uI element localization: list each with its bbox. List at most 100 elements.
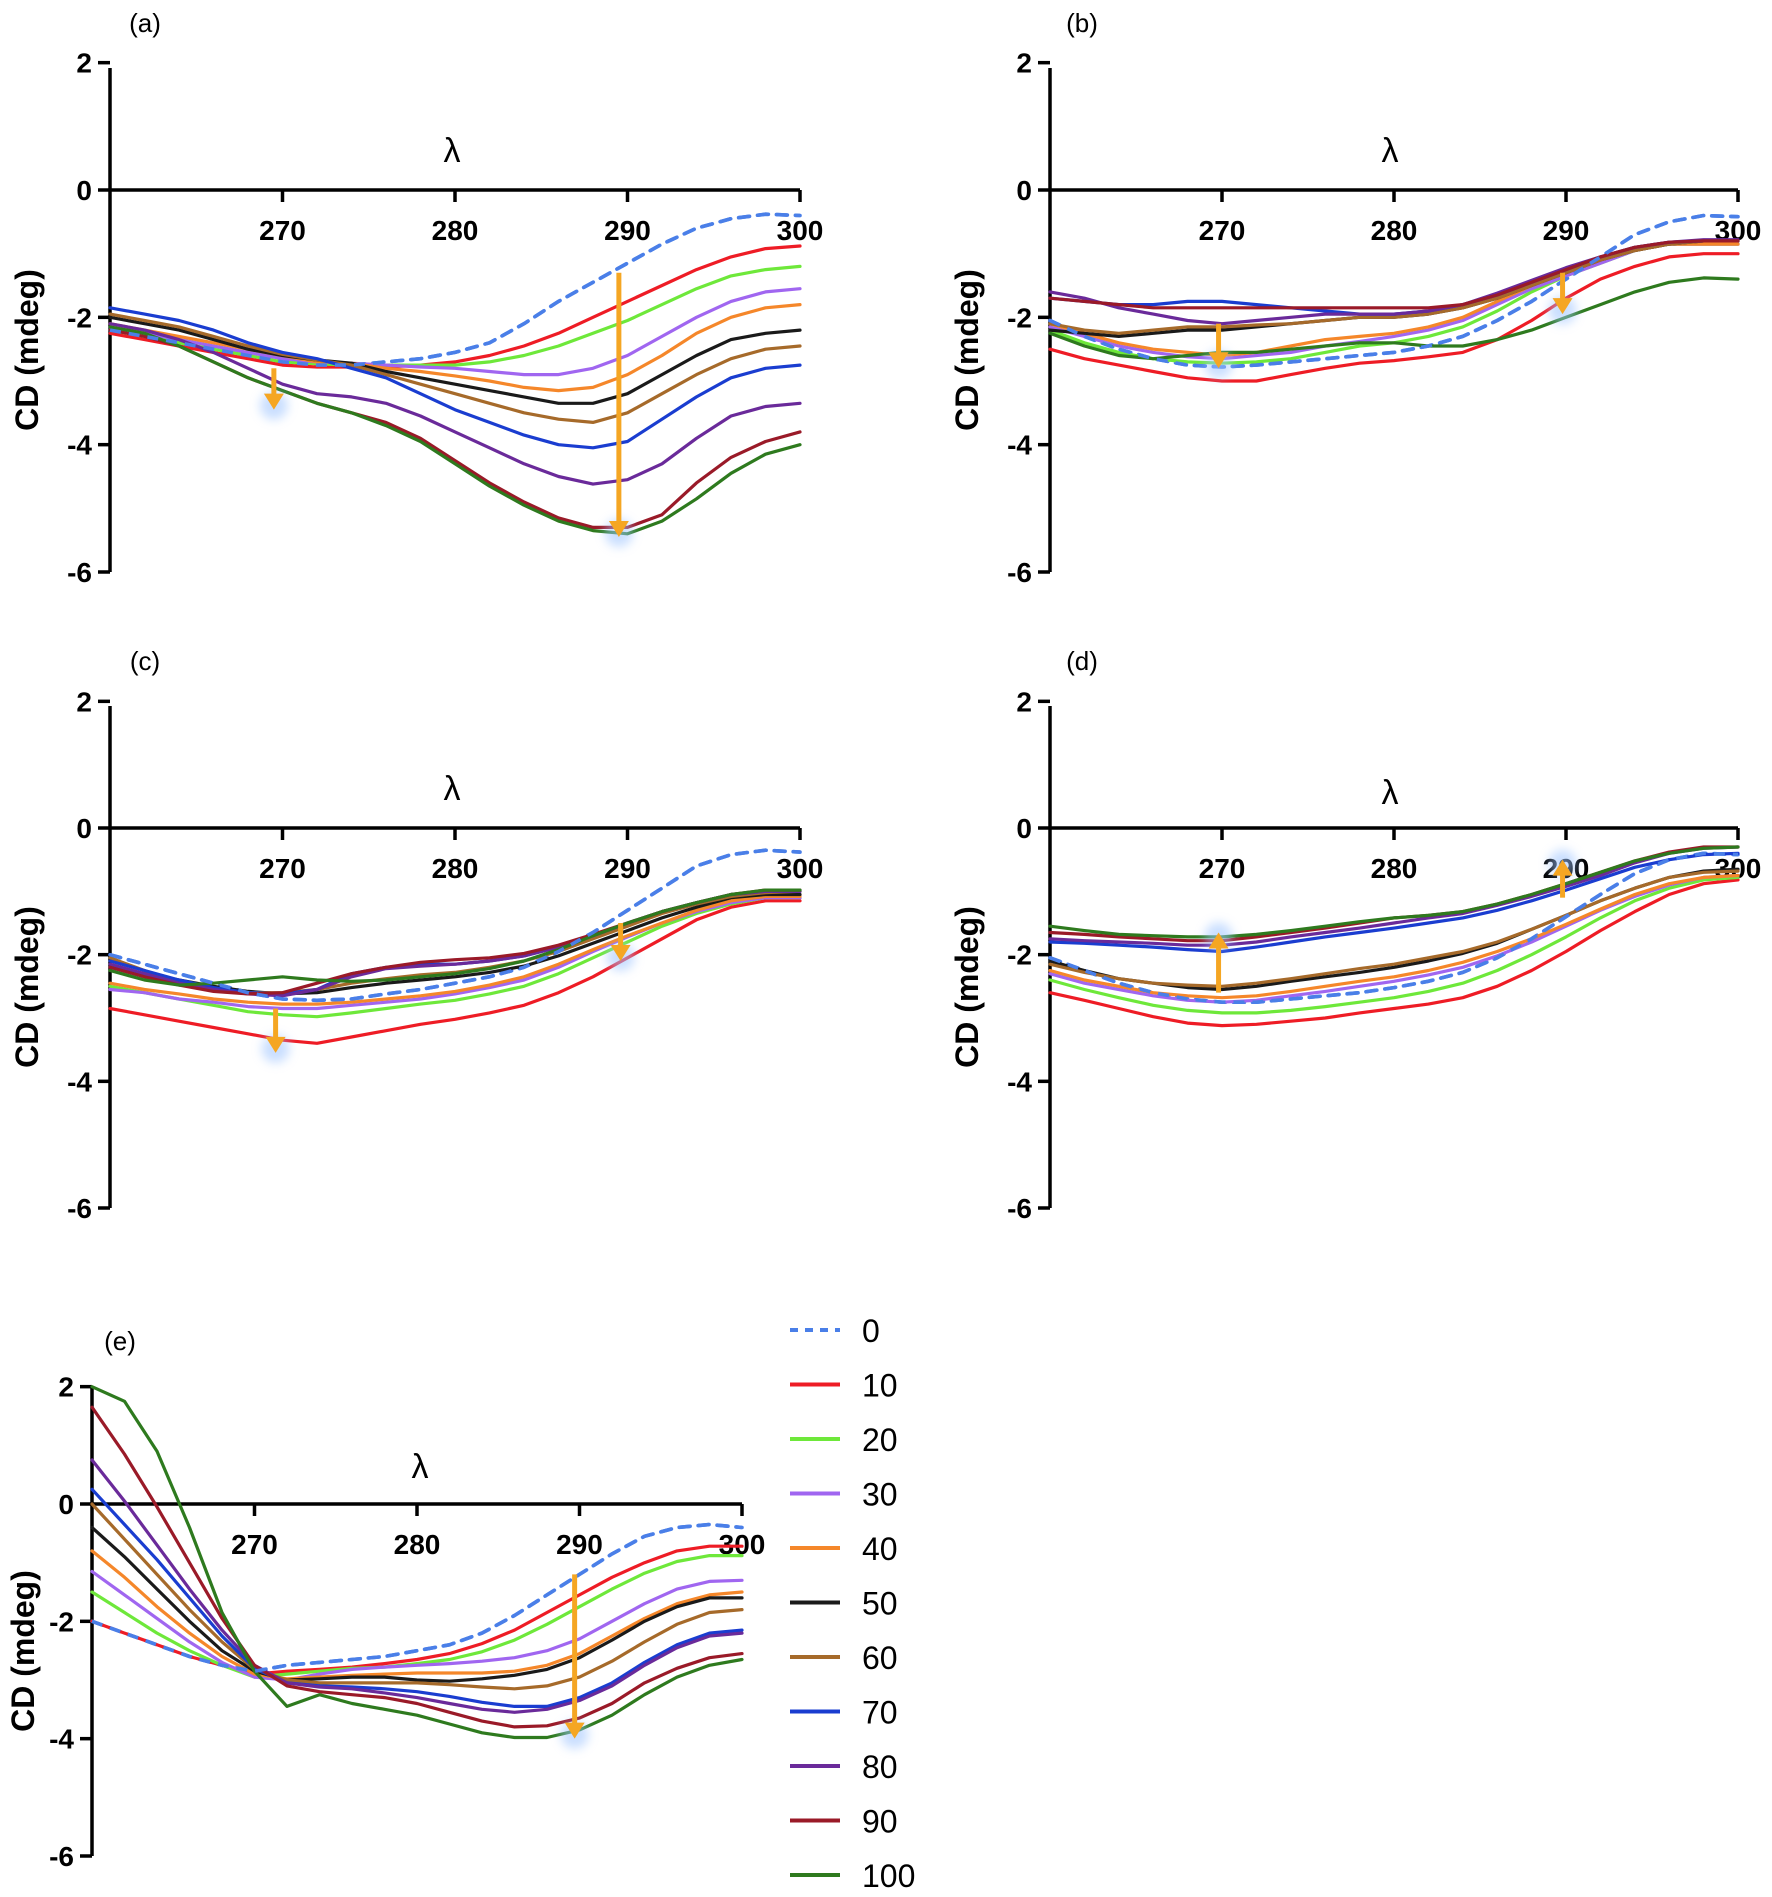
y-tick-label: 0: [1016, 813, 1032, 844]
legend-label-10: 10: [862, 1368, 898, 1404]
trend-arrow-icon: [560, 1574, 589, 1749]
series-line-50: [90, 1525, 744, 1683]
x-tick-label: 280: [394, 1529, 441, 1560]
y-tick-label: -2: [67, 940, 92, 971]
trend-arrow-icon: [606, 923, 635, 971]
series-line-100: [90, 1385, 744, 1740]
y-tick-label: 2: [76, 48, 92, 79]
y-tick-label: -6: [67, 1193, 92, 1224]
x-tick-label: 290: [556, 1529, 603, 1560]
legend-label-20: 20: [862, 1422, 898, 1458]
y-axis-label: CD (mdeg): [9, 906, 45, 1068]
series-line-100: [1048, 845, 1740, 939]
x-tick-label: 280: [432, 853, 479, 884]
trend-arrow-icon: [261, 1008, 290, 1063]
y-tick-label: -6: [67, 557, 92, 588]
series-line-30: [108, 287, 802, 377]
series-line-100: [1048, 276, 1740, 361]
x-tick-label: 270: [231, 1529, 278, 1560]
y-axis-label: CD (mdeg): [9, 269, 45, 431]
series-line-60: [1048, 869, 1740, 988]
legend-label-60: 60: [862, 1640, 898, 1676]
legend-label-100: 100: [862, 1858, 915, 1894]
x-tick-label: 270: [1199, 853, 1246, 884]
series-line-10: [1048, 252, 1740, 383]
series-line-40: [90, 1549, 744, 1681]
trend-arrow-icon: [259, 368, 288, 420]
y-tick-label: -6: [1007, 1193, 1032, 1224]
series-line-40: [108, 303, 802, 393]
series-line-10: [108, 899, 802, 1045]
x-tick-label: 270: [259, 215, 306, 246]
x-tick-label: 280: [432, 215, 479, 246]
series-line-0-overlay: [109, 212, 801, 367]
trend-arrow-icon: [604, 272, 633, 547]
x-axis-label: λ: [1382, 132, 1399, 170]
legend-label-0: 0: [862, 1313, 880, 1349]
series-line-70: [90, 1487, 744, 1709]
x-tick-label: 290: [604, 853, 651, 884]
legend-label-80: 80: [862, 1749, 898, 1785]
y-tick-label: -4: [49, 1724, 74, 1755]
y-tick-label: 0: [76, 175, 92, 206]
y-tick-label: 2: [58, 1372, 74, 1403]
legend-label-90: 90: [862, 1804, 898, 1840]
legend-label-30: 30: [862, 1477, 898, 1513]
series-line-50: [1048, 239, 1740, 338]
x-axis-label: λ: [444, 770, 461, 808]
x-axis-label: λ: [1382, 774, 1399, 812]
panel-label: (d): [1066, 646, 1098, 676]
panel-c: 2 0 -2 -4 -6 270 280 290 300 (c) λ CD (mdeg): [9, 646, 823, 1224]
y-tick-label: 0: [76, 813, 92, 844]
y-tick-label: 2: [1016, 48, 1032, 79]
y-axis-label: CD (mdeg): [949, 269, 985, 431]
series-line-80: [1048, 238, 1740, 326]
y-tick-label: -2: [1007, 940, 1032, 971]
series-line-100: [108, 325, 802, 536]
panel-label: (a): [129, 8, 161, 38]
x-tick-label: 280: [1371, 215, 1418, 246]
series-line-80: [90, 1458, 744, 1714]
series-line-0-overlay: [109, 848, 801, 1003]
y-tick-label: -2: [49, 1606, 74, 1637]
series-line-70: [1048, 851, 1740, 954]
legend-label-70: 70: [862, 1695, 898, 1731]
y-tick-label: 0: [58, 1489, 74, 1520]
x-axis-label: λ: [412, 1448, 429, 1486]
x-axis-label: λ: [444, 132, 461, 170]
series-line-50: [108, 315, 802, 405]
series-line-0-overlay: [91, 1522, 743, 1674]
trend-arrow-icon: [1548, 272, 1577, 325]
panel-label: (e): [104, 1326, 136, 1356]
y-tick-label: -4: [1007, 1066, 1032, 1097]
y-tick-label: 2: [76, 686, 92, 717]
trend-arrow-icon: [1204, 323, 1233, 379]
y-tick-label: -2: [1007, 302, 1032, 333]
series-line-40: [108, 894, 802, 1006]
y-tick-label: -4: [1007, 430, 1032, 461]
y-axis-label: CD (mdeg): [5, 1570, 41, 1732]
y-tick-label: 0: [1016, 175, 1032, 206]
series-line-20: [90, 1553, 744, 1679]
panel-a: 2 0 -2 -4 -6 270 280 290 300 (a) λ CD (mdeg): [9, 8, 823, 588]
x-tick-label: 300: [777, 853, 824, 884]
series-line-30: [90, 1569, 744, 1682]
series-line-100: [108, 888, 802, 987]
series-line-90: [90, 1405, 744, 1729]
series-line-0-overlay: [1049, 851, 1739, 1005]
y-tick-label: -4: [67, 1066, 92, 1097]
x-tick-label: 290: [1543, 215, 1590, 246]
legend: 0 10 20 30 40 50 60 70 80 90 100: [790, 1313, 915, 1894]
series-line-60: [108, 312, 802, 424]
x-tick-label: 300: [777, 215, 824, 246]
y-axis-label: CD (mdeg): [949, 906, 985, 1068]
panel-label: (c): [130, 646, 160, 676]
series-line-20: [1048, 875, 1740, 1015]
series-line-70: [108, 306, 802, 450]
series-line-0-overlay: [1049, 213, 1739, 369]
x-tick-label: 290: [604, 215, 651, 246]
